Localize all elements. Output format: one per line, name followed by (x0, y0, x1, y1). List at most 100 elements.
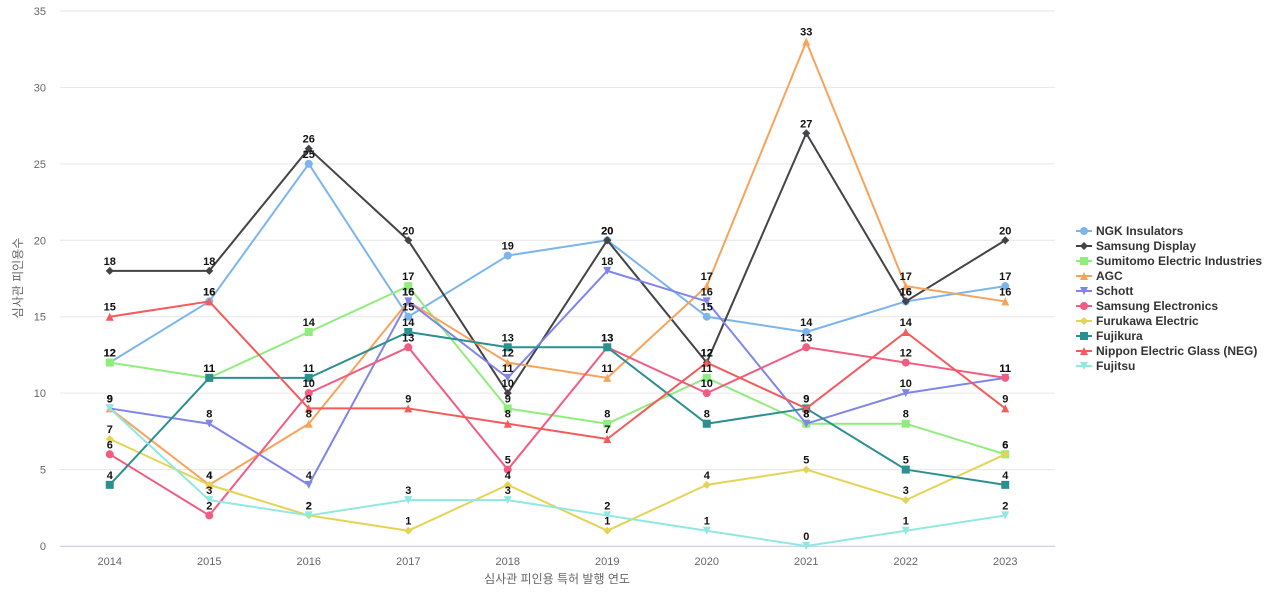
data-point-sumitomo-electric-industries[interactable] (901, 419, 910, 428)
data-point-ngk-insulators[interactable] (404, 312, 413, 321)
data-point-nippon-electric-glass-neg[interactable] (205, 297, 214, 306)
data-point-samsung-display[interactable] (603, 236, 612, 245)
data-point-nippon-electric-glass-neg[interactable] (105, 312, 114, 321)
data-point-nippon-electric-glass-neg[interactable] (802, 404, 811, 413)
data-point-samsung-display[interactable] (105, 266, 114, 275)
data-point-ngk-insulators[interactable] (1001, 282, 1010, 291)
data-point-furukawa-electric[interactable] (702, 480, 711, 489)
data-point-nippon-electric-glass-neg[interactable] (404, 404, 413, 413)
data-point-fujikura[interactable] (105, 480, 114, 489)
data-point-fujikura[interactable] (205, 373, 214, 382)
data-point-samsung-electronics[interactable] (802, 343, 811, 352)
data-point-ngk-insulators[interactable] (802, 328, 811, 336)
legend-item-fujitsu[interactable]: Fujitsu (1076, 359, 1135, 373)
data-point-agc[interactable] (702, 282, 711, 291)
data-point-ngk-insulators[interactable] (503, 251, 512, 260)
series-line-ngk-insulators[interactable] (109, 162, 1006, 364)
legend-item-furukawa-electric[interactable]: Furukawa Electric (1076, 314, 1199, 328)
data-point-fujikura[interactable] (503, 343, 512, 352)
data-point-samsung-display[interactable] (503, 389, 512, 398)
data-point-schott[interactable] (802, 419, 811, 428)
data-point-fujitsu[interactable] (503, 496, 512, 505)
data-point-schott[interactable] (404, 297, 413, 306)
data-point-furukawa-electric[interactable] (404, 526, 413, 535)
data-point-agc[interactable] (503, 358, 512, 367)
data-point-fujikura[interactable] (404, 328, 413, 336)
data-point-schott[interactable] (603, 266, 612, 275)
data-point-furukawa-electric[interactable] (205, 480, 214, 489)
data-point-sumitomo-electric-industries[interactable] (105, 358, 114, 367)
data-point-samsung-display[interactable] (205, 266, 214, 275)
data-point-furukawa-electric[interactable] (105, 435, 114, 443)
data-point-samsung-electronics[interactable] (702, 389, 711, 398)
series-line-agc[interactable] (109, 40, 1006, 486)
data-point-fujitsu[interactable] (205, 496, 214, 505)
data-point-schott[interactable] (503, 373, 512, 382)
data-point-agc[interactable] (802, 37, 811, 46)
data-point-fujitsu[interactable] (304, 511, 313, 520)
data-point-schott[interactable] (901, 389, 910, 398)
data-point-schott[interactable] (304, 480, 313, 489)
data-point-nippon-electric-glass-neg[interactable] (304, 404, 313, 413)
data-point-furukawa-electric[interactable] (603, 526, 612, 535)
data-point-sumitomo-electric-industries[interactable] (404, 282, 413, 291)
series-line-samsung-electronics[interactable] (109, 346, 1006, 517)
legend-item-nippon-electric-glass-neg[interactable]: Nippon Electric Glass (NEG) (1076, 344, 1257, 358)
legend-item-samsung-electronics[interactable]: Samsung Electronics (1076, 299, 1218, 313)
data-point-samsung-electronics[interactable] (304, 389, 313, 398)
data-point-sumitomo-electric-industries[interactable] (503, 404, 512, 413)
legend-item-samsung-display[interactable]: Samsung Display (1076, 239, 1196, 253)
data-point-agc[interactable] (304, 419, 313, 428)
data-point-samsung-electronics[interactable] (404, 343, 413, 352)
data-point-fujikura[interactable] (1001, 480, 1010, 489)
data-point-sumitomo-electric-industries[interactable] (702, 373, 711, 382)
series-line-furukawa-electric[interactable] (109, 438, 1006, 532)
data-point-sumitomo-electric-industries[interactable] (304, 328, 313, 336)
legend-item-schott[interactable]: Schott (1076, 284, 1133, 298)
data-point-fujitsu[interactable] (901, 526, 910, 535)
data-point-agc[interactable] (1001, 297, 1010, 306)
data-point-fujitsu[interactable] (802, 542, 811, 550)
data-point-samsung-display[interactable] (802, 129, 811, 138)
data-point-samsung-electronics[interactable] (205, 511, 214, 520)
series-line-nippon-electric-glass-neg[interactable] (109, 300, 1006, 440)
data-point-fujikura[interactable] (901, 465, 910, 474)
data-point-nippon-electric-glass-neg[interactable] (603, 435, 612, 443)
data-point-nippon-electric-glass-neg[interactable] (702, 358, 711, 367)
legend-item-agc[interactable]: AGC (1076, 269, 1123, 283)
data-point-fujitsu[interactable] (603, 511, 612, 520)
data-point-agc[interactable] (901, 282, 910, 291)
data-point-samsung-display[interactable] (901, 297, 910, 306)
legend-item-sumitomo-electric-industries[interactable]: Sumitomo Electric Industries (1076, 254, 1262, 268)
data-point-agc[interactable] (603, 373, 612, 382)
series-line-fujikura[interactable] (109, 331, 1006, 486)
data-point-schott[interactable] (205, 419, 214, 428)
data-point-fujitsu[interactable] (404, 496, 413, 505)
data-point-schott[interactable] (702, 297, 711, 306)
data-point-fujitsu[interactable] (105, 404, 114, 413)
data-point-samsung-display[interactable] (304, 144, 313, 153)
data-point-ngk-insulators[interactable] (304, 159, 313, 168)
legend-item-ngk-insulators[interactable]: NGK Insulators (1076, 224, 1184, 238)
data-point-nippon-electric-glass-neg[interactable] (901, 328, 910, 336)
data-point-samsung-electronics[interactable] (503, 465, 512, 474)
data-point-fujikura[interactable] (702, 419, 711, 428)
data-point-nippon-electric-glass-neg[interactable] (503, 419, 512, 428)
series-line-fujitsu[interactable] (109, 407, 1006, 547)
data-point-samsung-electronics[interactable] (105, 450, 114, 459)
data-point-samsung-electronics[interactable] (901, 358, 910, 367)
data-point-samsung-display[interactable] (1001, 236, 1010, 245)
data-point-fujikura[interactable] (304, 373, 313, 382)
data-point-sumitomo-electric-industries[interactable] (603, 419, 612, 428)
data-point-furukawa-electric[interactable] (503, 480, 512, 489)
data-point-furukawa-electric[interactable] (901, 496, 910, 505)
data-point-samsung-display[interactable] (404, 236, 413, 245)
series-line-samsung-display[interactable] (109, 132, 1006, 395)
data-point-nippon-electric-glass-neg[interactable] (1001, 404, 1010, 413)
data-point-fujitsu[interactable] (702, 526, 711, 535)
data-point-fujikura[interactable] (603, 343, 612, 352)
legend-item-fujikura[interactable]: Fujikura (1076, 329, 1143, 343)
data-point-ngk-insulators[interactable] (702, 312, 711, 321)
data-point-furukawa-electric[interactable] (802, 465, 811, 474)
data-point-samsung-electronics[interactable] (1001, 373, 1010, 382)
